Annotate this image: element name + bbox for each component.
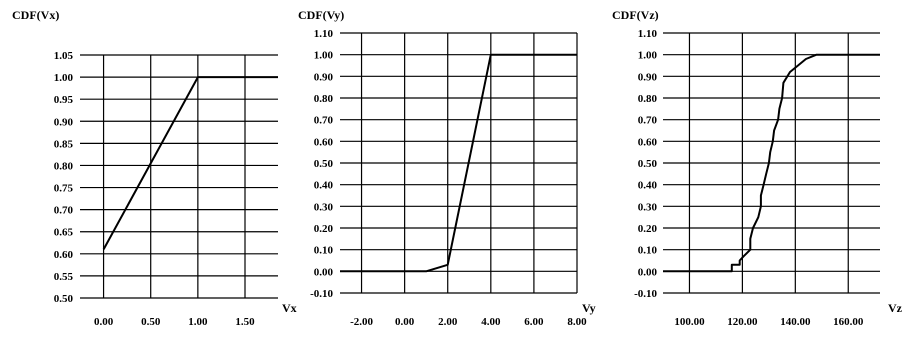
chart-title: CDF(Vz) bbox=[612, 8, 659, 22]
y-tick-label: -0.10 bbox=[310, 288, 333, 300]
y-tick-label: -0.10 bbox=[634, 288, 657, 300]
y-tick-label: 1.10 bbox=[314, 28, 334, 40]
y-tick-label: 0.85 bbox=[54, 138, 74, 150]
y-tick-label: 0.90 bbox=[54, 116, 74, 128]
chart-title: CDF(Vy) bbox=[298, 8, 344, 22]
y-tick-label: 0.80 bbox=[638, 93, 658, 105]
cdf-series-line bbox=[102, 76, 278, 250]
cdf-series-line bbox=[663, 53, 880, 273]
x-tick-label: 120.00 bbox=[727, 316, 758, 328]
y-tick-label: 0.75 bbox=[54, 183, 74, 195]
y-tick-label: 0.50 bbox=[314, 158, 334, 170]
x-axis-label: Vy bbox=[582, 301, 596, 315]
x-tick-label: -2.00 bbox=[350, 316, 373, 328]
x-tick-label: 0.00 bbox=[94, 316, 114, 328]
y-tick-label: 0.20 bbox=[638, 223, 658, 235]
y-tick-label: 0.40 bbox=[638, 180, 658, 192]
y-tick-label: 0.90 bbox=[638, 71, 658, 83]
y-tick-label: 0.80 bbox=[54, 160, 74, 172]
y-tick-label: 0.60 bbox=[638, 136, 658, 148]
y-tick-label: 0.30 bbox=[638, 201, 658, 213]
y-tick-label: 0.60 bbox=[314, 136, 334, 148]
x-tick-label: 1.50 bbox=[235, 316, 255, 328]
y-tick-label: 0.90 bbox=[314, 71, 334, 83]
y-tick-label: 1.00 bbox=[314, 50, 334, 62]
y-tick-label: 0.55 bbox=[54, 271, 74, 283]
x-tick-label: 140.00 bbox=[780, 316, 811, 328]
y-tick-label: 0.70 bbox=[638, 115, 658, 127]
y-tick-label: 0.95 bbox=[54, 94, 74, 106]
y-tick-label: 0.30 bbox=[314, 201, 334, 213]
cdf-series-line bbox=[340, 53, 577, 273]
y-tick-label: 1.05 bbox=[54, 50, 74, 62]
y-tick-label: 0.00 bbox=[314, 266, 334, 278]
x-tick-label: 1.00 bbox=[188, 316, 208, 328]
y-tick-label: 0.20 bbox=[314, 223, 334, 235]
x-tick-label: 0.50 bbox=[141, 316, 161, 328]
y-tick-label: 0.70 bbox=[54, 205, 74, 217]
x-tick-label: 8.00 bbox=[567, 316, 587, 328]
y-tick-label: 0.00 bbox=[638, 266, 658, 278]
y-tick-label: 0.70 bbox=[314, 115, 334, 127]
x-tick-label: 0.00 bbox=[395, 316, 415, 328]
y-tick-label: 1.10 bbox=[638, 28, 658, 40]
x-tick-label: 6.00 bbox=[524, 316, 544, 328]
y-tick-label: 1.00 bbox=[638, 50, 658, 62]
y-tick-label: 0.10 bbox=[638, 245, 658, 257]
x-tick-label: 100.00 bbox=[674, 316, 705, 328]
y-tick-label: 0.50 bbox=[638, 158, 658, 170]
chart-title: CDF(Vx) bbox=[12, 8, 59, 22]
y-tick-label: 0.40 bbox=[314, 180, 334, 192]
y-tick-label: 1.00 bbox=[54, 72, 74, 84]
x-axis-label: Vx bbox=[282, 301, 297, 315]
y-tick-label: 0.65 bbox=[54, 227, 74, 239]
x-tick-label: 160.00 bbox=[833, 316, 864, 328]
y-tick-label: 0.50 bbox=[54, 293, 74, 305]
x-tick-label: 2.00 bbox=[438, 316, 458, 328]
y-tick-label: 0.80 bbox=[314, 93, 334, 105]
y-tick-label: 0.10 bbox=[314, 245, 334, 257]
x-tick-label: 4.00 bbox=[481, 316, 501, 328]
y-tick-label: 0.60 bbox=[54, 249, 74, 261]
x-axis-label: Vz bbox=[888, 301, 903, 315]
